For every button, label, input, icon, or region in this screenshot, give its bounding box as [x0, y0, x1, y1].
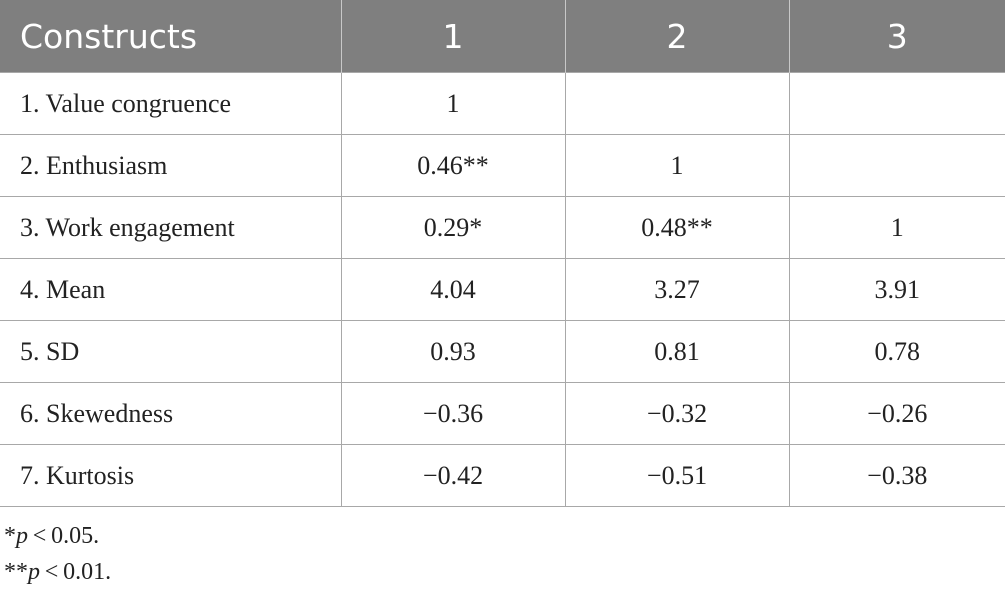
header-cell: 3 — [788, 0, 1005, 73]
footnote-text: < 0.01. — [40, 559, 112, 585]
table-body: 1. Value congruence 1 2. Enthusiasm 0.46** 1… — [0, 72, 1005, 507]
cell: −0.42 — [340, 444, 566, 507]
cell: 0.78 — [788, 320, 1005, 383]
empty-cell — [788, 72, 1005, 135]
footnote-symbol: p — [16, 523, 28, 549]
footnote: **p < 0.01. — [4, 554, 111, 590]
table-row: 1. Value congruence 1 — [0, 72, 1005, 135]
row-label: 7. Kurtosis — [0, 444, 342, 507]
header-cell: 1 — [340, 0, 565, 73]
footnotes: *p < 0.05. **p < 0.01. — [4, 518, 111, 590]
row-label: 1. Value congruence — [0, 72, 342, 135]
cell: 0.48** — [564, 196, 790, 259]
cell: −0.38 — [788, 444, 1005, 507]
cell: 3.91 — [788, 258, 1005, 321]
header-cell: 2 — [564, 0, 789, 73]
cell: 1 — [340, 72, 566, 135]
table-row: 5. SD 0.93 0.81 0.78 — [0, 320, 1005, 383]
header-cell: Constructs — [0, 0, 341, 73]
row-label: 6. Skewedness — [0, 382, 342, 445]
cell: −0.51 — [564, 444, 790, 507]
table-row: 7. Kurtosis −0.42 −0.51 −0.38 — [0, 444, 1005, 507]
cell: 4.04 — [340, 258, 566, 321]
cell: −0.32 — [564, 382, 790, 445]
footnote-text: < 0.05. — [28, 523, 100, 549]
row-label: 5. SD — [0, 320, 342, 383]
footnote-marker: ** — [4, 559, 28, 585]
cell: 1 — [564, 134, 790, 197]
cell: 3.27 — [564, 258, 790, 321]
cell: 1 — [788, 196, 1005, 259]
header-row: Constructs 1 2 3 — [0, 0, 1005, 73]
footnote-marker: * — [4, 523, 16, 549]
cell: 0.81 — [564, 320, 790, 383]
cell: 0.29* — [340, 196, 566, 259]
cell: −0.26 — [788, 382, 1005, 445]
table-row: 6. Skewedness −0.36 −0.32 −0.26 — [0, 382, 1005, 445]
cell: 0.46** — [340, 134, 566, 197]
footnote: *p < 0.05. — [4, 518, 111, 554]
row-label: 3. Work engagement — [0, 196, 342, 259]
table-row: 2. Enthusiasm 0.46** 1 — [0, 134, 1005, 197]
cell: −0.36 — [340, 382, 566, 445]
empty-cell — [788, 134, 1005, 197]
row-label: 2. Enthusiasm — [0, 134, 342, 197]
footnote-symbol: p — [28, 559, 40, 585]
table-row: 3. Work engagement 0.29* 0.48** 1 — [0, 196, 1005, 259]
row-label: 4. Mean — [0, 258, 342, 321]
cell: 0.93 — [340, 320, 566, 383]
table-row: 4. Mean 4.04 3.27 3.91 — [0, 258, 1005, 321]
table: Constructs 1 2 3 1. Value congruence 1 2. Ent… — [0, 0, 1005, 507]
empty-cell — [564, 72, 790, 135]
